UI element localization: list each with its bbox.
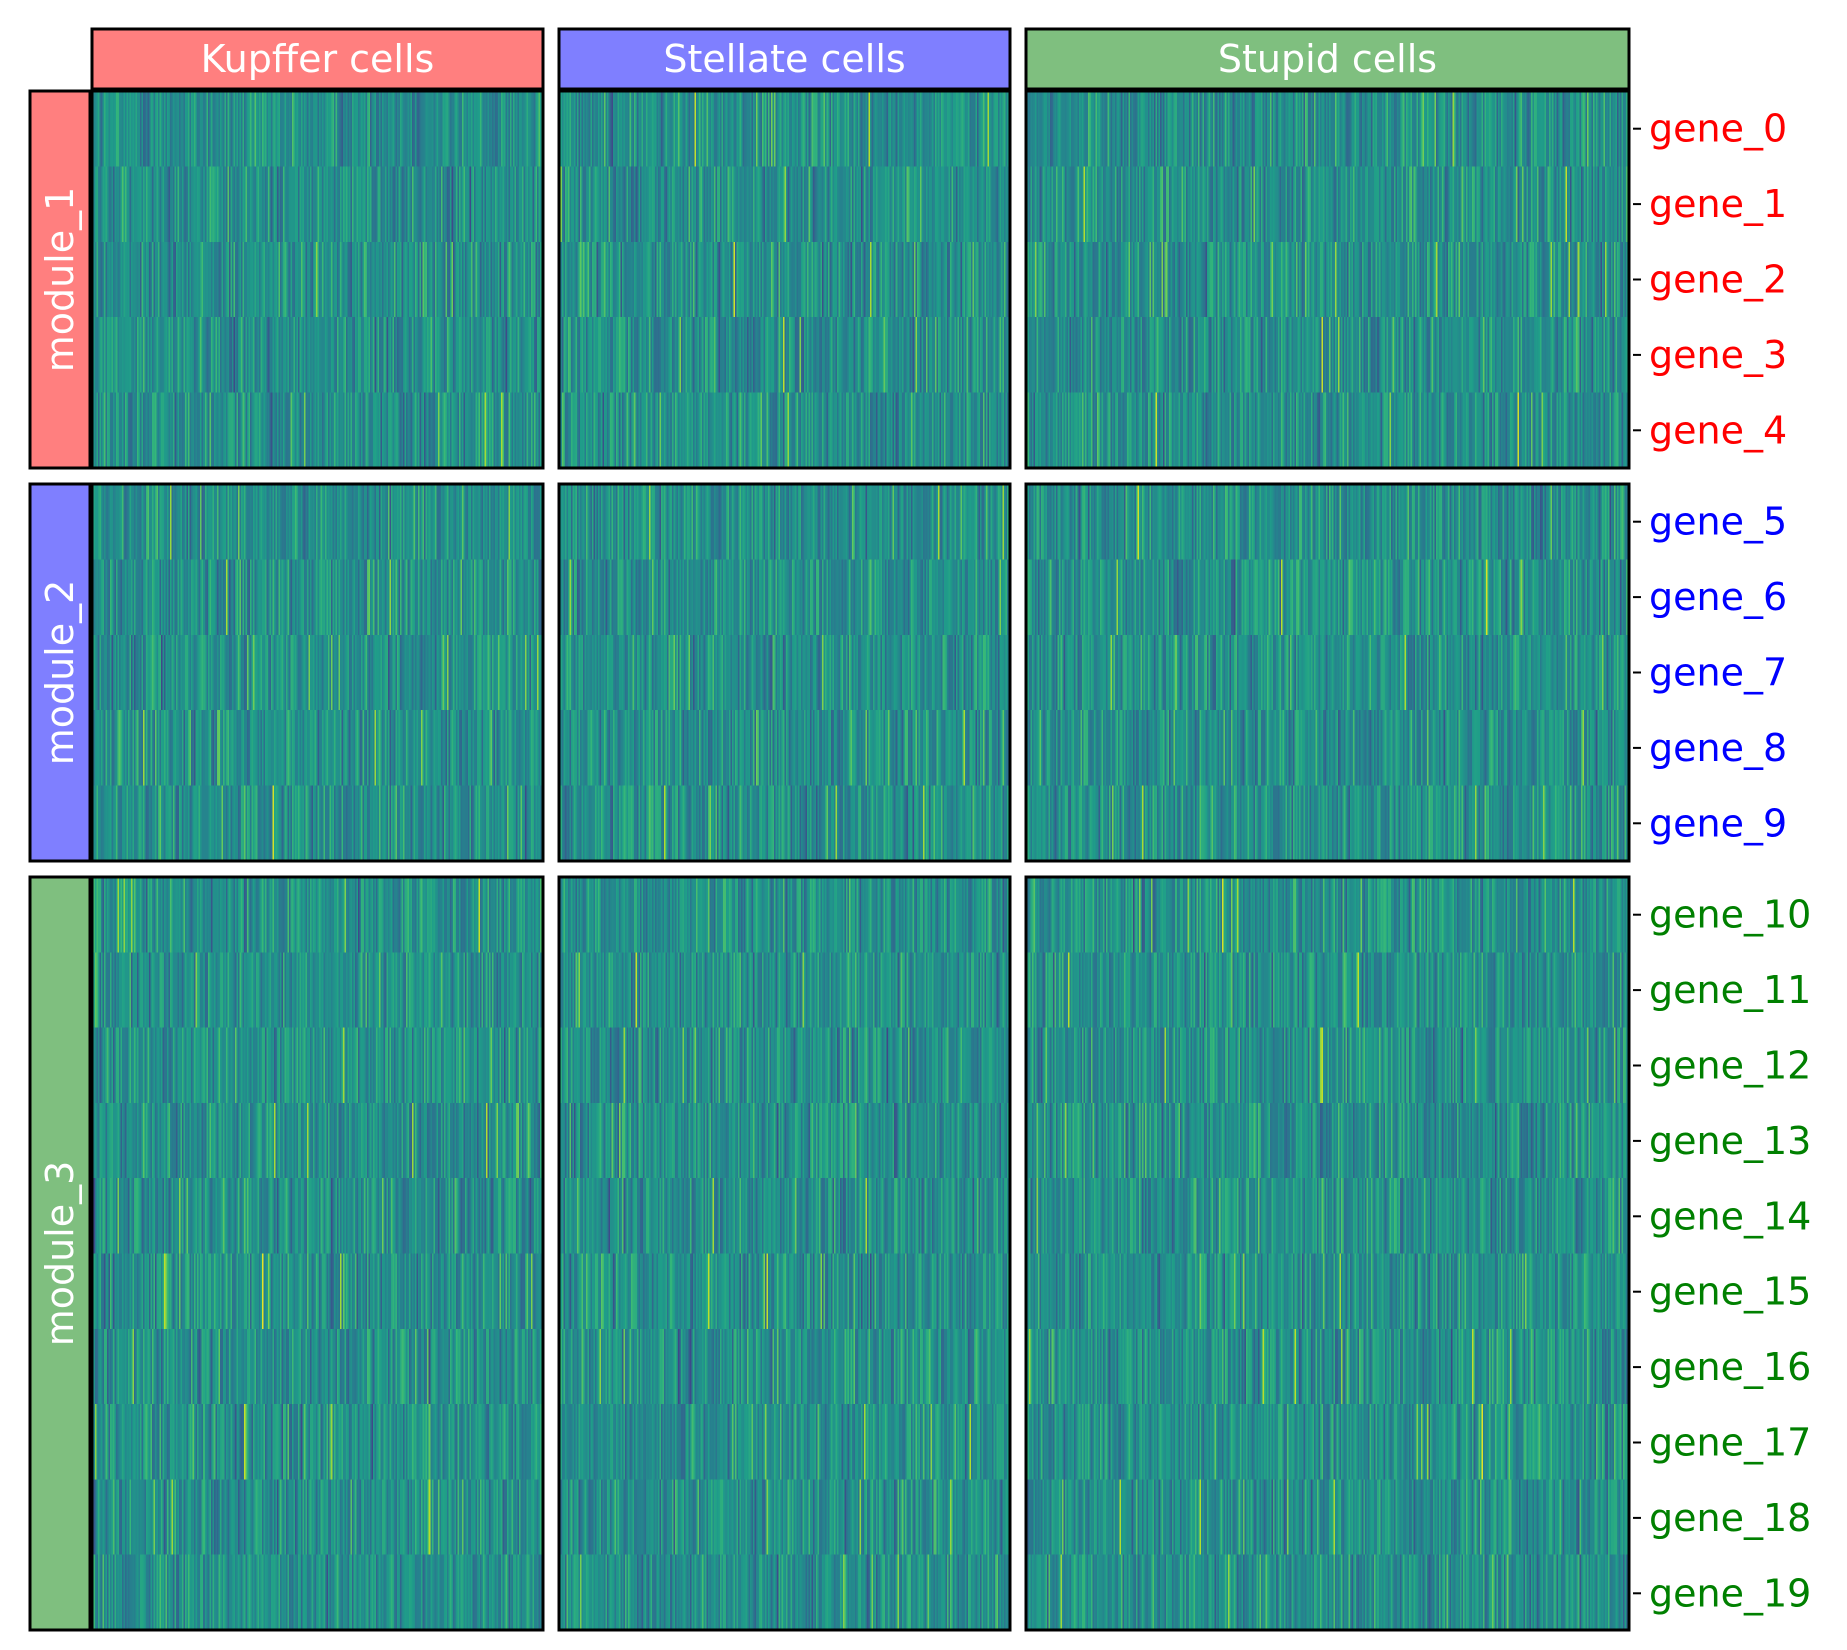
heatmap-panel-module_1-0 — [92, 91, 543, 468]
gene-label: gene_7 — [1649, 651, 1787, 695]
heatmap-panel-module_2-1 — [559, 484, 1010, 861]
column-band-2 — [1024, 27, 1631, 91]
gene-label: gene_19 — [1649, 1571, 1811, 1615]
row-band-label: module_3 — [38, 1161, 82, 1347]
heatmap-panel-module_1-2 — [1026, 91, 1629, 468]
panel-frame — [90, 875, 545, 1632]
heatmap-cells — [92, 91, 1629, 1630]
gene-label: gene_13 — [1649, 1119, 1811, 1163]
panel-frame — [1024, 482, 1631, 863]
heatmap-panel-module_2-0 — [92, 484, 543, 861]
heatmap-panel-module_3-1 — [559, 877, 1010, 1630]
column-band-label: Stellate cells — [663, 37, 905, 81]
panel-frames — [90, 89, 1631, 1632]
panel-frame — [557, 875, 1012, 1632]
heatmap-panel-module_1-1 — [559, 91, 1010, 468]
gene-label: gene_16 — [1649, 1345, 1811, 1389]
heatmap-panel-module_3-2 — [1026, 877, 1629, 1630]
gene-label: gene_17 — [1649, 1421, 1811, 1465]
row-band-module_2 — [28, 482, 92, 863]
gene-label: gene_18 — [1649, 1496, 1811, 1540]
column-band-label: Stupid cells — [1218, 37, 1437, 81]
heatmap-panel-module_2-2 — [1026, 484, 1629, 861]
gene-label: gene_5 — [1649, 500, 1787, 544]
gene-label: gene_4 — [1649, 408, 1787, 452]
row-band-label: module_2 — [38, 580, 82, 766]
row-group-bands: module_1 module_2 module_3 — [28, 89, 92, 1632]
gene-label: gene_6 — [1649, 575, 1787, 619]
column-band-1 — [557, 27, 1012, 91]
gene-label: gene_12 — [1649, 1044, 1811, 1088]
gene-label: gene_2 — [1649, 258, 1787, 302]
gene-label: gene_9 — [1649, 801, 1787, 845]
row-band-module_1 — [28, 89, 92, 470]
gene-label: gene_3 — [1649, 333, 1787, 377]
gene-label: gene_8 — [1649, 726, 1787, 770]
panel-frame — [1024, 875, 1631, 1632]
panel-frame — [1024, 89, 1631, 470]
panel-frame — [557, 482, 1012, 863]
panel-frame — [90, 89, 545, 470]
row-band-label: module_1 — [38, 187, 82, 373]
gene-label: gene_11 — [1649, 968, 1811, 1012]
gene-label: gene_0 — [1649, 107, 1787, 151]
row-band-module_3 — [28, 875, 92, 1632]
heatmap-panel-module_3-0 — [92, 877, 543, 1630]
panel-frame — [90, 482, 545, 863]
panel-frame — [557, 89, 1012, 470]
column-band-0 — [90, 27, 545, 91]
gene-label: gene_1 — [1649, 182, 1787, 226]
column-group-bands: Kupffer cells Stellate cells Stupid cells — [90, 27, 1631, 91]
gene-tick-labels: gene_0 gene_1 gene_2 gene_3 gene_4 gene_5gene… — [1633, 107, 1811, 1615]
gene-label: gene_14 — [1649, 1194, 1811, 1238]
gene-label: gene_10 — [1649, 893, 1811, 937]
gene-label: gene_15 — [1649, 1270, 1811, 1314]
column-band-label: Kupffer cells — [201, 37, 435, 81]
